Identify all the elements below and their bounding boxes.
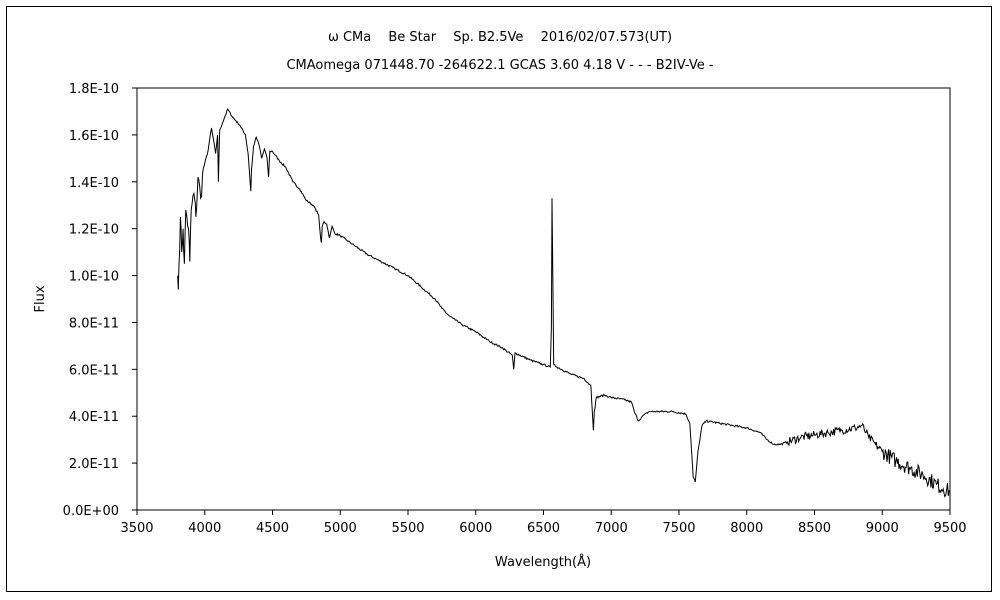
x-tick-label: 5000 (324, 521, 357, 536)
chart-title: ω CMa Be Star Sp. B2.5Ve 2016/02/07.573(… (328, 30, 672, 45)
chart-subtitle: CMAomega 071448.70 -264622.1 GCAS 3.60 4… (286, 58, 713, 73)
x-tick-label: 6000 (459, 521, 492, 536)
x-tick-label: 4000 (188, 521, 221, 536)
x-tick-label: 9500 (933, 521, 966, 536)
x-tick-label: 8500 (798, 521, 831, 536)
x-tick-label: 9000 (866, 521, 899, 536)
x-tick-label: 7000 (595, 521, 628, 536)
y-tick-label: 1.8E-10 (69, 82, 119, 97)
y-tick-label: 6.0E-11 (69, 363, 119, 378)
y-tick-label: 2.0E-11 (69, 457, 119, 472)
plot-area (136, 87, 951, 511)
x-tick-label: 7500 (662, 521, 695, 536)
x-tick-label: 3500 (120, 521, 153, 536)
x-tick-label: 4500 (256, 521, 289, 536)
y-tick-label: 1.6E-10 (69, 129, 119, 144)
x-tick-label: 6500 (527, 521, 560, 536)
y-axis-label: Flux (33, 285, 48, 312)
x-tick-label: 8000 (730, 521, 763, 536)
chart-border (6, 6, 992, 592)
y-tick-label: 8.0E-11 (69, 316, 119, 331)
y-tick-label: 4.0E-11 (69, 410, 119, 425)
x-axis-label: Wavelength(Å) (495, 554, 591, 570)
spectrum-line (177, 108, 951, 498)
x-tick-label: 5500 (391, 521, 424, 536)
y-tick-label: 1.0E-10 (69, 270, 119, 285)
y-tick-label: 1.2E-10 (69, 223, 119, 238)
y-tick-label: 0.0E+00 (63, 504, 119, 519)
y-tick-label: 1.4E-10 (69, 176, 119, 191)
